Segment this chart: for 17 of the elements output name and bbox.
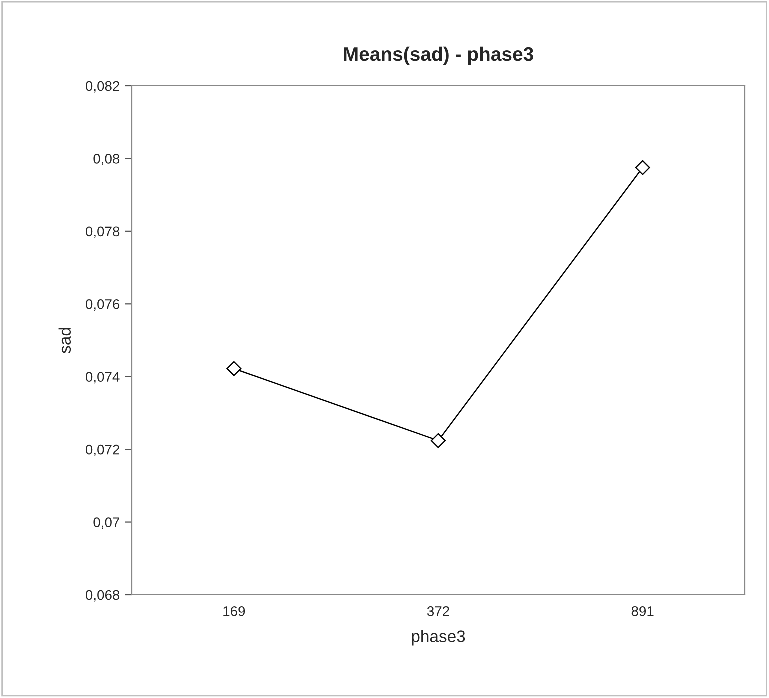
- y-tick-label: 0,082: [86, 81, 120, 93]
- y-tick-label: 0,076: [86, 299, 120, 311]
- point: [226, 361, 242, 376]
- x-tick-label: 372: [427, 606, 450, 616]
- y-tick-label: 0,072: [86, 444, 120, 456]
- y-tick-label: 0,074: [86, 372, 120, 384]
- y-tick-label: 0,07: [94, 518, 120, 530]
- y-tick-label: 0,068: [86, 590, 120, 602]
- x-tick-label: 169: [224, 606, 246, 616]
- point: [431, 433, 446, 448]
- chart-title: Means(sad) - phase3: [344, 46, 534, 66]
- y-tick-label: 0,08: [94, 154, 120, 166]
- x-axis-title: phase3: [412, 630, 466, 646]
- y-axis-title: sad: [58, 328, 72, 354]
- x-tick-label: 891: [632, 606, 654, 616]
- y-tick-label: 0,078: [86, 226, 120, 238]
- point: [635, 160, 650, 176]
